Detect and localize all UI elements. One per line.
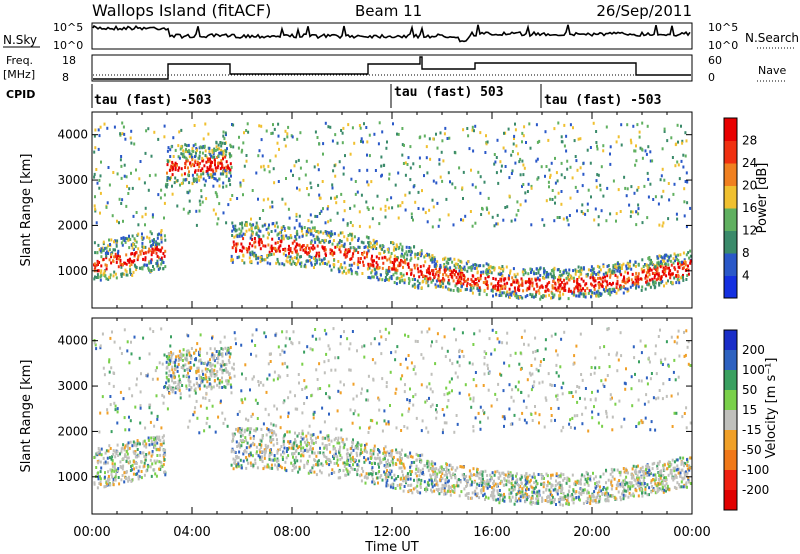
- time-tick-label-0: 00:00: [73, 525, 110, 540]
- cpid-segment-2: tau (fast) 503: [394, 85, 504, 100]
- velocity-xticks: [91, 318, 693, 514]
- velocity-colorbar-swatch-2: [724, 370, 737, 391]
- velocity-colorbar-swatch-7: [724, 470, 737, 491]
- power-colorbar-tick-5: 24: [742, 156, 757, 170]
- power-colorbar-swatch-7: [724, 118, 737, 141]
- beam-title: Beam 11: [355, 2, 422, 20]
- power-colorbar: 4 8 12 16 20 24 28: [723, 117, 757, 299]
- nsearch-tick-low: 10^0: [708, 39, 738, 52]
- p-ytick-label-0: 1000: [57, 264, 88, 278]
- time-tick-label-2: 08:00: [273, 525, 310, 540]
- freq-tick-high: 18: [62, 54, 76, 67]
- frequency-trace: [93, 56, 691, 80]
- velocity-colorbar-swatch-1: [724, 350, 737, 371]
- velocity-colorbar-tick-3: 15: [742, 403, 757, 417]
- time-axis-labels: 00:00 04:00 08:00 12:00 16:00 20:00 00:00: [73, 525, 710, 540]
- p-ytick-label-1: 2000: [57, 218, 88, 232]
- frequency-panel: [91, 54, 693, 82]
- power-colorbar-tick-1: 8: [742, 246, 750, 260]
- velocity-colorbar-tick-7: -200: [742, 483, 769, 497]
- velocity-colorbar-swatch-0: [724, 330, 737, 351]
- power-colorbar-swatch-3: [724, 208, 737, 231]
- power-data-layer: [93, 121, 692, 301]
- time-tick-label-6: 00:00: [673, 525, 710, 540]
- time-axis-label: Time UT: [364, 540, 418, 554]
- time-tick-label-1: 04:00: [173, 525, 210, 540]
- v-ytick-label-2: 3000: [57, 379, 88, 393]
- cpid-label: CPID: [6, 88, 35, 101]
- nave-tick-low: 0: [708, 71, 715, 84]
- power-colorbar-swatch-4: [724, 185, 737, 209]
- velocity-colorbar-tick-6: -100: [742, 463, 769, 477]
- nsky-tick-low: 10^0: [53, 39, 83, 52]
- nave-tick-high: 60: [708, 54, 722, 67]
- velocity-colorbar: 200 100 50 15 -15 -50 -100 -200: [723, 329, 769, 511]
- time-tick-label-4: 16:00: [473, 525, 510, 540]
- velocity-colorbar-tick-4: -15: [742, 423, 762, 437]
- velocity-colorbar-tick-1: 100: [742, 363, 765, 377]
- nsky-tick-high: 10^5: [53, 21, 83, 34]
- date-title: 26/Sep/2011: [596, 2, 692, 20]
- station-title: Wallops Island (fitACF): [92, 1, 271, 20]
- power-colorbar-swatch-2: [724, 230, 737, 254]
- velocity-colorbar-swatch-4: [724, 410, 737, 431]
- power-yticks: 1000 2000 3000 4000: [57, 128, 692, 278]
- velocity-colorbar-tick-5: -50: [742, 443, 762, 457]
- velocity-colorbar-tick-0: 200: [742, 343, 765, 357]
- velocity-colorbar-swatch-8: [724, 490, 737, 511]
- power-colorbar-tick-3: 16: [742, 201, 757, 215]
- power-colorbar-tick-6: 28: [742, 134, 757, 148]
- time-tick-label-3: 12:00: [373, 525, 410, 540]
- v-ytick-label-1: 2000: [57, 424, 88, 438]
- velocity-colorbar-label: Velocity [m s⁻¹]: [764, 358, 779, 459]
- nsky-panel: [91, 22, 693, 50]
- nsearch-tick-high: 10^5: [708, 21, 738, 34]
- freq-tick-low: 8: [62, 71, 69, 84]
- cpid-segment-3: tau (fast) -503: [544, 93, 661, 108]
- velocity-yticks: 1000 2000 3000 4000: [57, 334, 692, 484]
- cpid-segment-1: tau (fast) -503: [94, 93, 211, 108]
- velocity-ylabel: Slant Range [km]: [19, 360, 34, 473]
- time-tick-label-5: 20:00: [573, 525, 610, 540]
- power-panel: 1000 2000 3000 4000: [57, 111, 693, 309]
- velocity-colorbar-swatch-6: [724, 450, 737, 471]
- power-colorbar-swatch-1: [724, 253, 737, 276]
- velocity-data-layer: [93, 327, 692, 507]
- p-ytick-label-2: 3000: [57, 173, 88, 187]
- p-ytick-label-3: 4000: [57, 128, 88, 142]
- v-ytick-label-3: 4000: [57, 334, 88, 348]
- velocity-colorbar-swatch-3: [724, 390, 737, 411]
- power-xticks: [91, 112, 693, 308]
- nave-label: Nave: [758, 64, 786, 77]
- freq-label-line1: Freq.: [6, 54, 33, 67]
- v-ytick-label-0: 1000: [57, 470, 88, 484]
- freq-label-line2: [MHz]: [3, 68, 35, 81]
- power-ylabel: Slant Range [km]: [19, 154, 34, 267]
- power-colorbar-tick-2: 12: [742, 224, 757, 238]
- nsky-label: N.Sky: [3, 33, 37, 47]
- nsearch-label: N.Search: [745, 31, 799, 45]
- velocity-colorbar-tick-2: 50: [742, 383, 757, 397]
- velocity-colorbar-swatch-5: [724, 430, 737, 451]
- power-colorbar-tick-0: 4: [742, 269, 750, 283]
- power-colorbar-swatch-5: [724, 163, 737, 186]
- velocity-panel: 1000 2000 3000 4000: [57, 317, 693, 515]
- power-colorbar-swatch-0: [724, 275, 737, 299]
- power-colorbar-swatch-6: [724, 140, 737, 164]
- power-colorbar-label: Power [dB]: [755, 163, 770, 234]
- power-colorbar-tick-4: 20: [742, 179, 757, 193]
- nsky-trace: [92, 24, 691, 43]
